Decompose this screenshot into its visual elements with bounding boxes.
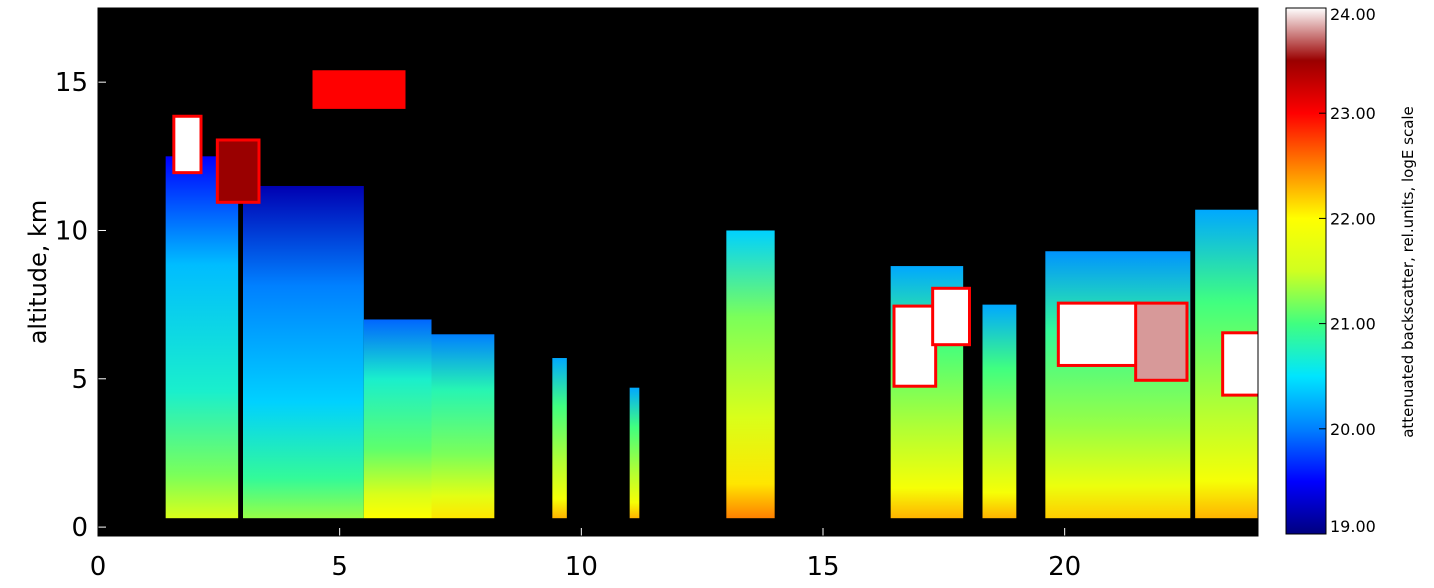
colorbar-tick-label: 23.00 [1330,104,1376,123]
colorbar-tick-label: 24.00 [1330,5,1376,24]
cloud-layer-core [1224,334,1258,394]
cloud-layer-core [175,117,200,172]
colorbar: 19.00 20.00 21.00 22.00 23.00 24.00 [1285,5,1376,536]
cloud-layer-core [934,289,968,344]
x-tick-label: 5 [331,552,348,582]
colorbar-label: attenuated backscatter, rel.units, logE … [1399,106,1417,438]
cloud-layer-core [1059,304,1138,364]
x-tick-label: 0 [90,552,107,582]
profile-region [431,334,495,519]
cloud-layer-core [1137,304,1186,379]
colorbar-tick-label: 22.00 [1330,209,1376,228]
y-axis-label: altitude, km [24,200,52,345]
cloud-layer-core [895,307,935,385]
profile-region [1045,251,1191,519]
profile-region [363,319,432,519]
colorbar-tick-label: 19.00 [1330,517,1376,536]
colorbar-gradient [1285,7,1327,535]
profile-region [165,156,239,519]
x-tick-label: 10 [565,552,598,582]
cloud-layer-core [218,141,258,201]
x-tick-label: 15 [806,552,839,582]
x-axis: 0 5 10 15 20 [90,528,1081,582]
plot-frame [97,7,1259,537]
x-tick-label: 20 [1048,552,1081,582]
y-tick-label: 15 [55,68,88,98]
profile-region [243,185,364,519]
y-tick-label: 5 [71,365,88,395]
y-axis: 0 5 10 15 [55,68,106,543]
plot-content [165,70,1258,519]
profile-region [726,230,775,519]
y-tick-label: 10 [55,216,88,246]
profile-region [552,358,567,519]
colorbar-tick-label: 21.00 [1330,315,1376,334]
colorbar-tick-label: 20.00 [1330,420,1376,439]
y-tick-label: 0 [71,513,88,543]
profile-region [982,304,1017,519]
cloud-layer-core [315,73,403,106]
profile-region [629,387,640,519]
